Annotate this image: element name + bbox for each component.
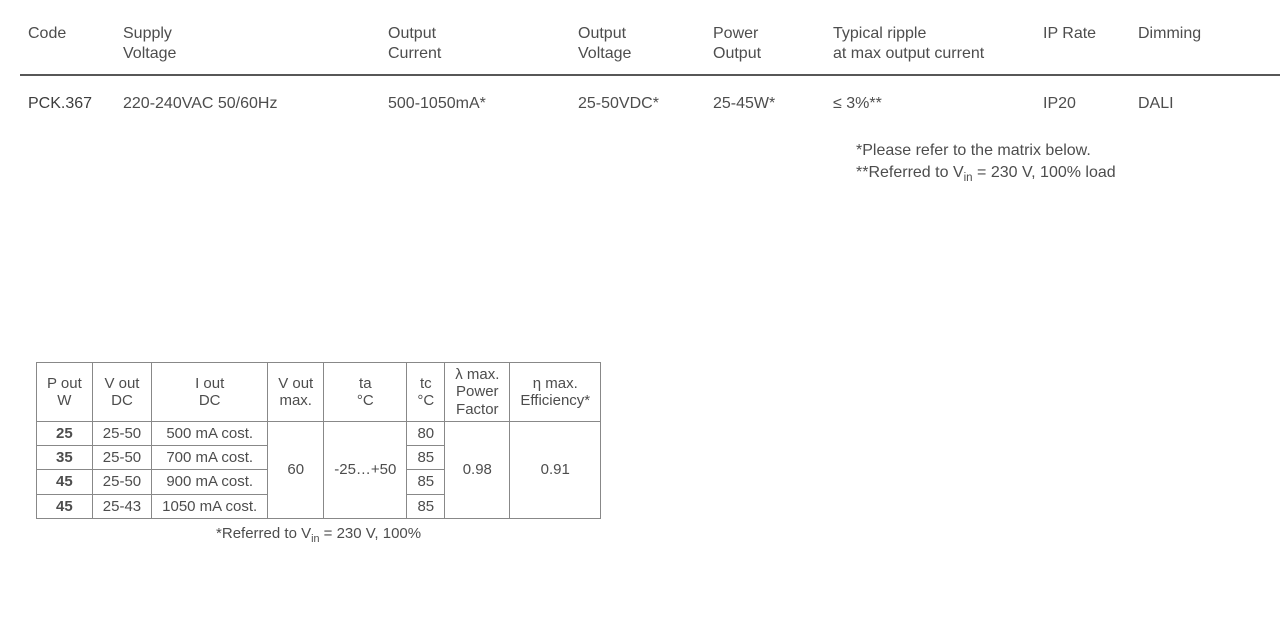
spec-footnotes: *Please refer to the matrix below. **Ref… bbox=[20, 140, 1260, 187]
matrix-voutmax: 60 bbox=[268, 421, 324, 518]
spec-ip: IP20 bbox=[1035, 76, 1130, 132]
matrix-h-tc: tc °C bbox=[407, 363, 445, 422]
matrix-ta: -25…+50 bbox=[324, 421, 407, 518]
matrix-footnote: *Referred to Vin = 230 V, 100% bbox=[36, 525, 601, 545]
matrix-iout: 900 mA cost. bbox=[152, 470, 268, 494]
spec-footnote-2-post: = 230 V, 100% load bbox=[973, 164, 1116, 181]
matrix-tc: 85 bbox=[407, 494, 445, 518]
matrix-h-voutmax: V out max. bbox=[268, 363, 324, 422]
matrix-pout: 25 bbox=[37, 421, 93, 445]
matrix-h-pf: λ max. Power Factor bbox=[445, 363, 510, 422]
spec-footnote-2: **Referred to Vin = 230 V, 100% load bbox=[856, 162, 1260, 186]
spec-footnote-2-pre: **Referred to V bbox=[856, 164, 964, 181]
spec-header-ripple: Typical rippleat max output current bbox=[825, 24, 1035, 74]
matrix-eff: 0.91 bbox=[510, 421, 601, 518]
spec-header-power: PowerOutput bbox=[705, 24, 825, 74]
matrix-iout: 700 mA cost. bbox=[152, 446, 268, 470]
matrix-h-eff: η max. Efficiency* bbox=[510, 363, 601, 422]
matrix-wrap: P out W V out DC I out DC V out max. bbox=[36, 362, 601, 545]
matrix-h-iout: I out DC bbox=[152, 363, 268, 422]
spec-header-row: Code SupplyVoltage OutputCurrent OutputV… bbox=[20, 24, 1280, 74]
matrix-pout: 45 bbox=[37, 494, 93, 518]
matrix-iout: 1050 mA cost. bbox=[152, 494, 268, 518]
spec-footnote-1: *Please refer to the matrix below. bbox=[856, 140, 1260, 162]
spec-header-ip: IP Rate bbox=[1035, 24, 1130, 74]
matrix-vout: 25-43 bbox=[92, 494, 151, 518]
spec-table: Code SupplyVoltage OutputCurrent OutputV… bbox=[20, 24, 1280, 132]
matrix-tc: 85 bbox=[407, 446, 445, 470]
matrix-h-vout: V out DC bbox=[92, 363, 151, 422]
matrix-h-ta: ta °C bbox=[324, 363, 407, 422]
spec-header-dim: Dimming bbox=[1130, 24, 1280, 74]
matrix-footnote-pre: *Referred to V bbox=[216, 525, 311, 542]
matrix-vout: 25-50 bbox=[92, 421, 151, 445]
spec-header-supply: SupplyVoltage bbox=[115, 24, 380, 74]
matrix-vout: 25-50 bbox=[92, 446, 151, 470]
matrix-pout: 45 bbox=[37, 470, 93, 494]
spec-header-ovolt: OutputVoltage bbox=[570, 24, 705, 74]
matrix-row: 25 25-50 500 mA cost. 60 -25…+50 80 0.98… bbox=[37, 421, 601, 445]
page: Code SupplyVoltage OutputCurrent OutputV… bbox=[0, 0, 1280, 618]
matrix-vout: 25-50 bbox=[92, 470, 151, 494]
matrix-header-row: P out W V out DC I out DC V out max. bbox=[37, 363, 601, 422]
spec-dim: DALI bbox=[1130, 76, 1280, 132]
matrix-tc: 80 bbox=[407, 421, 445, 445]
matrix-footnote-post: = 230 V, 100% bbox=[319, 525, 421, 542]
spec-ocurr: 500-1050mA* bbox=[380, 76, 570, 132]
matrix-h-pout: P out W bbox=[37, 363, 93, 422]
spec-ripple: ≤ 3%** bbox=[825, 76, 1035, 132]
matrix-iout: 500 mA cost. bbox=[152, 421, 268, 445]
spec-code: PCK.367 bbox=[20, 76, 115, 132]
spec-ovolt: 25-50VDC* bbox=[570, 76, 705, 132]
spec-header-code: Code bbox=[20, 24, 115, 74]
matrix-tc: 85 bbox=[407, 470, 445, 494]
matrix-pout: 35 bbox=[37, 446, 93, 470]
spec-data-row: PCK.367 220-240VAC 50/60Hz 500-1050mA* 2… bbox=[20, 76, 1280, 132]
spec-supply: 220-240VAC 50/60Hz bbox=[115, 76, 380, 132]
matrix-pf: 0.98 bbox=[445, 421, 510, 518]
spec-power: 25-45W* bbox=[705, 76, 825, 132]
spec-footnote-2-sub: in bbox=[964, 173, 973, 185]
matrix-table: P out W V out DC I out DC V out max. bbox=[36, 362, 601, 519]
spec-header-ocurr: OutputCurrent bbox=[380, 24, 570, 74]
